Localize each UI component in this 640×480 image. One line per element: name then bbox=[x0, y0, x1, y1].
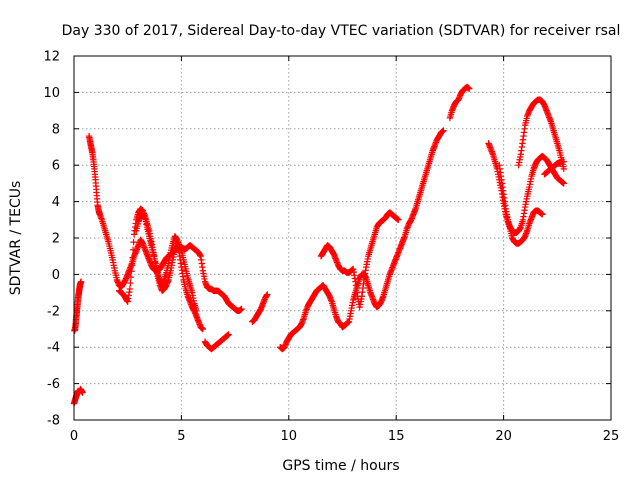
data-point bbox=[127, 273, 135, 281]
data-point bbox=[466, 85, 473, 92]
data-series bbox=[496, 162, 546, 247]
y-tick-label: -4 bbox=[47, 341, 60, 356]
data-point bbox=[130, 238, 137, 246]
x-tick-label: 5 bbox=[177, 429, 185, 444]
x-tick-label: 0 bbox=[70, 429, 78, 444]
data-point bbox=[199, 325, 207, 333]
data-point bbox=[225, 331, 232, 338]
data-series bbox=[71, 278, 85, 335]
y-tick-label: -8 bbox=[47, 414, 60, 429]
x-axis-title: GPS time / hours bbox=[282, 458, 399, 474]
data-point bbox=[79, 389, 86, 396]
y-tick-label: 10 bbox=[43, 86, 60, 101]
y-tick-label: 0 bbox=[52, 268, 60, 283]
data-points bbox=[70, 83, 567, 407]
chart-title: Day 330 of 2017, Sidereal Day-to-day VTE… bbox=[62, 23, 621, 39]
plot-frame bbox=[73, 55, 612, 421]
data-series bbox=[446, 83, 473, 122]
y-tick-label: 4 bbox=[52, 195, 60, 210]
data-point bbox=[264, 291, 271, 298]
y-tick-label: 2 bbox=[52, 232, 60, 247]
y-tick-label: -2 bbox=[47, 304, 60, 319]
data-series bbox=[201, 331, 232, 353]
data-point bbox=[77, 278, 85, 285]
y-tick-label: 8 bbox=[52, 122, 60, 137]
data-series bbox=[133, 211, 207, 333]
axis-ticks: 0 5 10 15 20 25 -8 -6 -4 -2 0 2 4 6 8 10 12 bbox=[43, 50, 619, 445]
data-series bbox=[317, 209, 402, 311]
data-point bbox=[129, 246, 137, 254]
data-point bbox=[395, 216, 402, 223]
data-point bbox=[128, 262, 136, 269]
y-tick-label: 12 bbox=[43, 50, 60, 65]
y-tick-label: 6 bbox=[52, 159, 60, 174]
data-series bbox=[277, 127, 447, 353]
data-point bbox=[129, 254, 136, 261]
grid bbox=[74, 56, 611, 420]
y-tick-label: -6 bbox=[47, 377, 60, 392]
x-tick-label: 25 bbox=[603, 429, 620, 444]
data-series bbox=[70, 385, 86, 407]
x-tick-label: 15 bbox=[388, 429, 405, 444]
x-tick-label: 20 bbox=[495, 429, 512, 444]
data-point bbox=[128, 268, 135, 275]
data-point bbox=[238, 305, 245, 313]
data-series bbox=[485, 140, 567, 236]
data-point bbox=[126, 285, 134, 293]
data-point bbox=[560, 165, 567, 173]
data-point bbox=[539, 211, 546, 218]
data-point bbox=[440, 127, 447, 134]
data-series bbox=[541, 158, 567, 178]
data-point bbox=[560, 158, 567, 165]
y-axis-title: SDTVAR / TECUs bbox=[8, 181, 24, 296]
x-tick-label: 10 bbox=[281, 429, 298, 444]
data-series bbox=[249, 291, 271, 325]
data-point bbox=[560, 180, 567, 187]
data-point bbox=[127, 279, 134, 287]
